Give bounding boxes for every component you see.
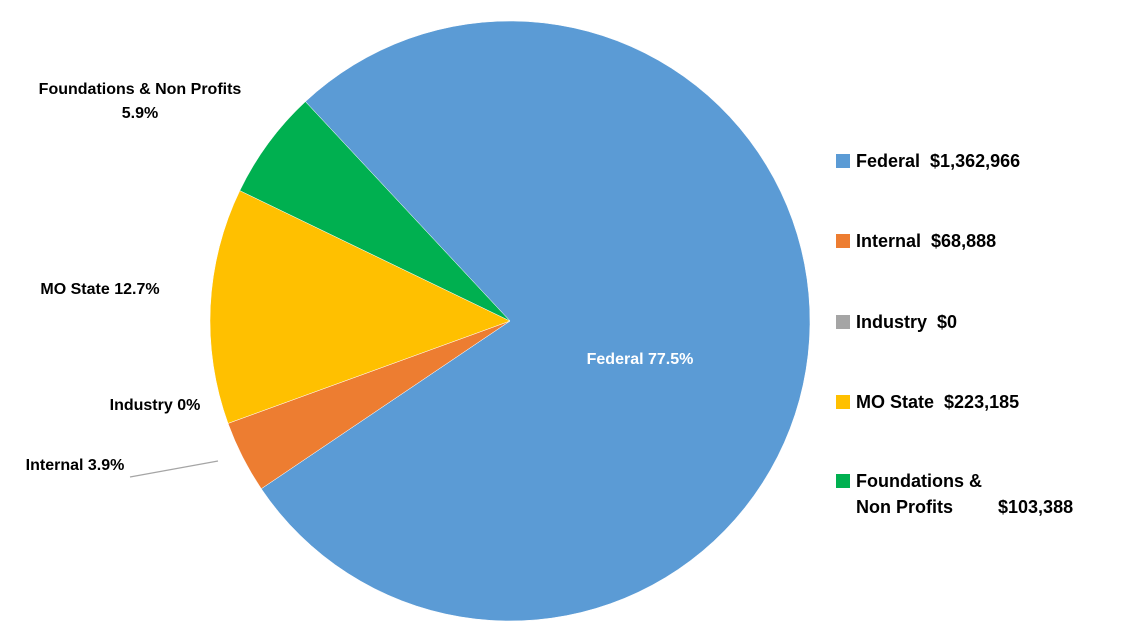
data-label-value: 12.7% [114,281,160,298]
data-label-value: 5.9% [121,105,159,122]
legend-name: Internal [856,231,922,251]
pie-slice [260,20,811,622]
legend-swatch [836,234,850,248]
legend-amount: $103,388 [998,497,1074,517]
legend-swatch [836,395,850,409]
data-label: Industry 0% [100,394,210,418]
data-label-value: 77.5% [648,351,694,368]
data-label-category: MO State [40,281,110,298]
data-label-category: Federal [586,351,644,368]
legend-text: MO State $223,185 [856,389,1019,415]
legend-text: Federal $1,362,966 [856,148,1020,174]
leader-line [129,460,219,478]
data-label-category: Foundations & Non Profits [38,81,242,98]
legend-name: Foundations & Non Profits [856,471,982,517]
legend-name: MO State [856,392,935,412]
legend-item: MO State $223,185 [836,389,1019,415]
legend-amount: $0 [937,312,958,332]
legend-item: Federal $1,362,966 [836,148,1020,174]
data-label: Foundations & Non Profits 5.9% [30,78,250,126]
pie-slice [209,190,511,424]
data-label: Federal 77.5% [540,348,740,372]
legend-text: Internal $68,888 [856,228,996,254]
legend-swatch [836,154,850,168]
data-label: Internal 3.9% [20,454,130,478]
legend-name: Federal [856,151,921,171]
data-label-value: 3.9% [87,457,125,474]
data-label-value: 0% [177,397,201,414]
legend-amount: $1,362,966 [930,151,1021,171]
legend-amount: $223,185 [944,392,1020,412]
legend-item: Internal $68,888 [836,228,996,254]
legend-amount: $68,888 [931,231,997,251]
legend-item: Industry $0 [836,309,957,335]
legend-swatch [836,315,850,329]
legend-text: Industry $0 [856,309,957,335]
legend-name: Industry [856,312,928,332]
pie-slice [239,101,511,322]
legend-swatch [836,474,850,488]
legend-item: Foundations & Non Profits $103,388 [836,468,1073,520]
data-label-category: Internal [25,457,84,474]
data-label-category: Industry [109,397,173,414]
legend-text: Foundations & Non Profits $103,388 [856,468,1073,520]
data-label: MO State 12.7% [0,278,200,302]
